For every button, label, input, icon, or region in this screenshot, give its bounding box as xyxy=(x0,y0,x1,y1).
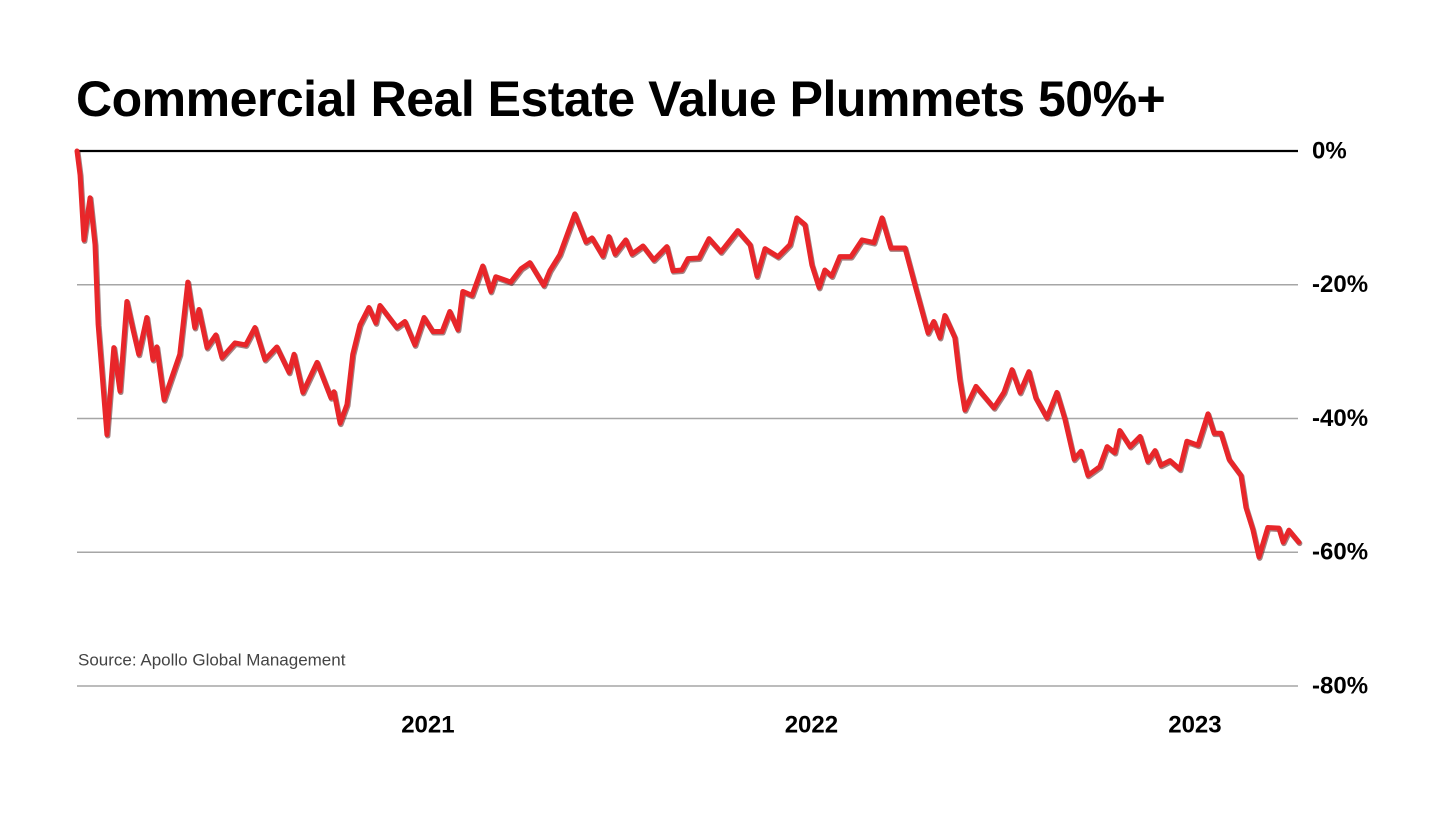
x-tick-label: 2022 xyxy=(785,711,838,738)
y-tick-label: -60% xyxy=(1312,539,1368,566)
source-note: Source: Apollo Global Management xyxy=(78,650,346,669)
x-tick-label: 2021 xyxy=(401,711,454,738)
y-tick-label: 0% xyxy=(1312,137,1347,164)
data-line xyxy=(74,148,1302,560)
chart-title: Commercial Real Estate Value Plummets 50… xyxy=(76,71,1165,127)
x-tick-label: 2023 xyxy=(1168,711,1221,738)
y-tick-label: -20% xyxy=(1312,271,1368,298)
y-tick-label: -80% xyxy=(1312,672,1368,699)
y-tick-label: -40% xyxy=(1312,405,1368,432)
